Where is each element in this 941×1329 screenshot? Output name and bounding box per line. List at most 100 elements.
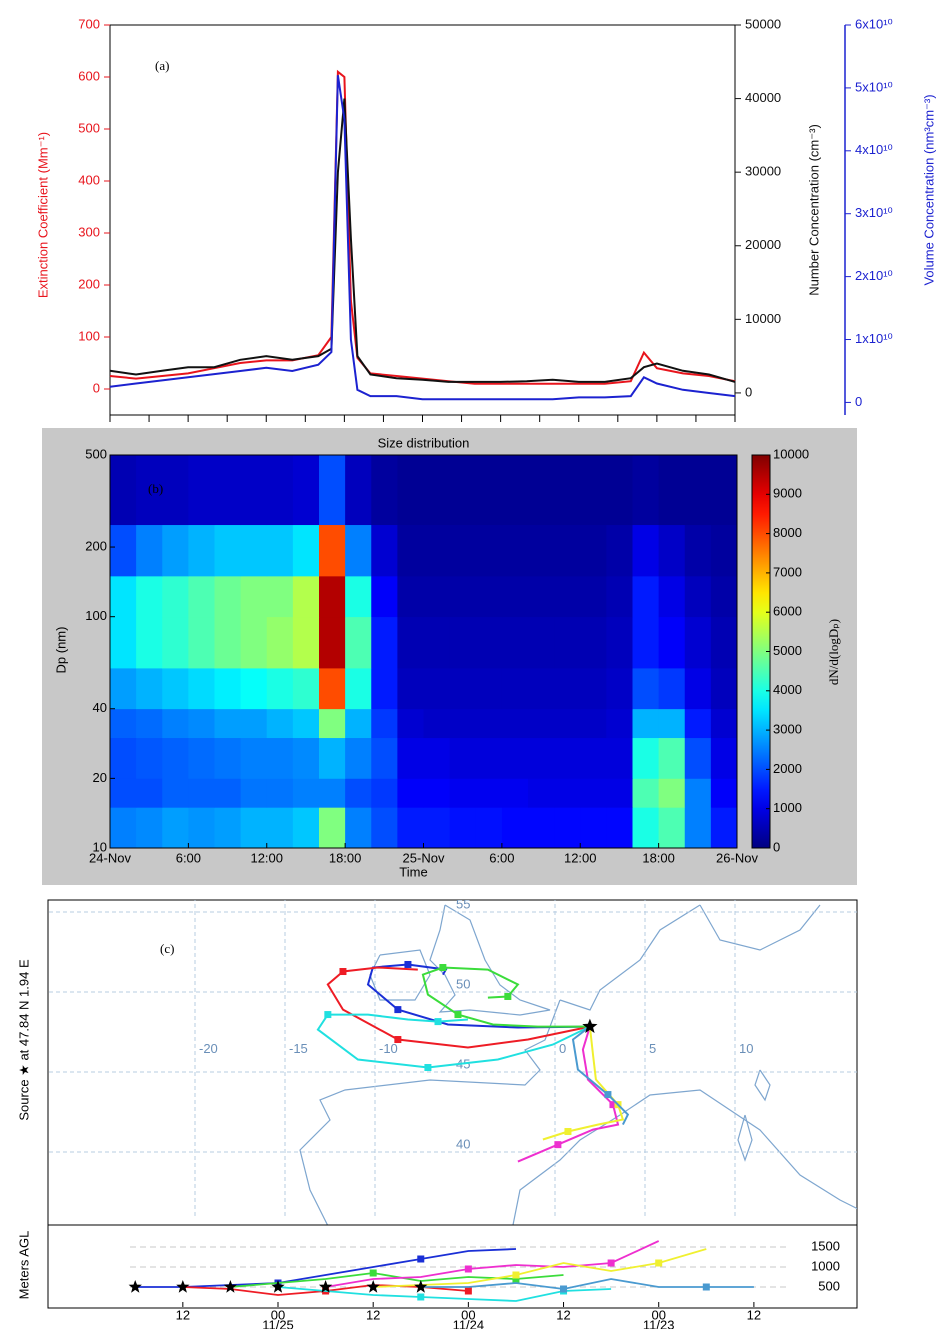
colorbar-tick-label: 9000: [773, 486, 802, 501]
heat-cell: [345, 778, 372, 808]
heat-cell: [710, 807, 738, 849]
y3-tick-label: 4x10¹⁰: [855, 142, 893, 157]
heat-cell: [423, 807, 451, 849]
heat-cell: [292, 708, 320, 739]
heat-cell: [397, 737, 424, 779]
start-star: [366, 1280, 380, 1293]
series-line: [109, 69, 736, 385]
height-line: [230, 1272, 564, 1288]
source-label: Source ★ at 47.84 N 1.94 E: [16, 959, 31, 1121]
heat-cell: [554, 737, 581, 779]
y2-tick-label: 20000: [745, 237, 781, 252]
colorbar-tick-label: 10000: [773, 446, 809, 461]
heat-cell: [658, 524, 686, 577]
heat-cell: [371, 807, 398, 849]
heat-cell: [632, 455, 660, 526]
x-tick-label: 00: [271, 1307, 285, 1322]
height-marker: [369, 1269, 377, 1277]
date-label: 11/25: [262, 1317, 294, 1329]
heat-cell: [449, 668, 477, 710]
heat-cell: [554, 668, 581, 710]
heat-cell: [449, 708, 477, 739]
heat-cell: [162, 575, 189, 618]
trajectory-marker: [394, 1036, 402, 1044]
heat-cell: [162, 524, 189, 577]
heat-cell: [710, 455, 738, 526]
series-line: [109, 75, 736, 401]
heat-cell: [110, 737, 137, 779]
y-tick-label: 200: [78, 276, 100, 291]
trajectory-line: [517, 1026, 620, 1163]
heat-cell: [684, 708, 712, 739]
latitude-label: 40: [456, 1136, 470, 1151]
coastline: [559, 904, 701, 1011]
heat-cell: [501, 575, 529, 618]
coastline: [754, 1069, 771, 1102]
y-tick-label: 20: [93, 770, 107, 785]
heat-cell: [684, 524, 712, 577]
date-label: 11/24: [453, 1317, 485, 1329]
heat-cell: [397, 778, 424, 808]
colorbar-tick-label: 2000: [773, 761, 802, 776]
heat-cell: [684, 778, 712, 808]
y3-axis-label: Volume Concentration (nm³cm⁻³): [921, 94, 936, 285]
heat-cell: [319, 524, 346, 577]
heat-cell: [580, 575, 607, 618]
heat-cell: [162, 807, 189, 849]
heat-cell: [397, 524, 424, 577]
heat-cell: [110, 807, 137, 849]
height-marker: [417, 1293, 425, 1301]
heat-cell: [136, 455, 163, 526]
start-star: [128, 1280, 142, 1293]
heat-cell: [449, 575, 477, 618]
x-tick-label: 6:00: [489, 850, 514, 865]
heat-cell: [188, 524, 215, 577]
longitude-label: -20: [199, 1041, 218, 1056]
y2-tick-label: 50000: [745, 16, 781, 31]
heat-cell: [136, 668, 163, 710]
heat-cell: [136, 708, 163, 739]
heat-cell: [658, 668, 686, 710]
trajectory-line: [326, 966, 591, 1049]
height-line: [325, 1240, 660, 1288]
colorbar-tick-label: 1000: [773, 800, 802, 815]
height-marker: [702, 1283, 710, 1291]
heat-cell: [110, 708, 137, 739]
x-tick-label: 18:00: [329, 850, 362, 865]
trajectory-marker: [609, 1101, 617, 1109]
heat-cell: [240, 455, 268, 526]
colorbar-tick-label: 7000: [773, 564, 802, 579]
y-tick-label: 700: [78, 16, 100, 31]
heat-cell: [632, 778, 660, 808]
heat-cell: [319, 616, 346, 669]
chart-title: Size distribution: [378, 435, 470, 450]
heat-cell: [345, 668, 372, 710]
heat-cell: [240, 616, 268, 669]
heat-cell: [371, 524, 398, 577]
colorbar-tick-label: 6000: [773, 604, 802, 619]
heat-cell: [162, 455, 189, 526]
height-marker: [417, 1255, 425, 1263]
heat-cell: [684, 807, 712, 849]
heat-cell: [632, 708, 660, 739]
longitude-label: -10: [379, 1041, 398, 1056]
x-tick-label: 24-Nov: [89, 850, 131, 865]
heat-cell: [292, 575, 320, 618]
heat-cell: [214, 455, 242, 526]
heat-cell: [606, 455, 633, 526]
x-tick-label: 12: [747, 1307, 761, 1322]
heat-cell: [214, 708, 242, 739]
heat-cell: [684, 616, 712, 669]
heat-cell: [606, 737, 633, 779]
heat-cell: [449, 524, 477, 577]
heat-cell: [345, 708, 372, 739]
longitude-label: -15: [289, 1041, 308, 1056]
trajectory-line: [571, 1025, 630, 1126]
height-line: [420, 1278, 754, 1290]
heat-cell: [658, 807, 686, 849]
y-tick-label: 1000: [811, 1258, 840, 1273]
heat-cell: [423, 737, 451, 779]
heat-cell: [423, 778, 451, 808]
